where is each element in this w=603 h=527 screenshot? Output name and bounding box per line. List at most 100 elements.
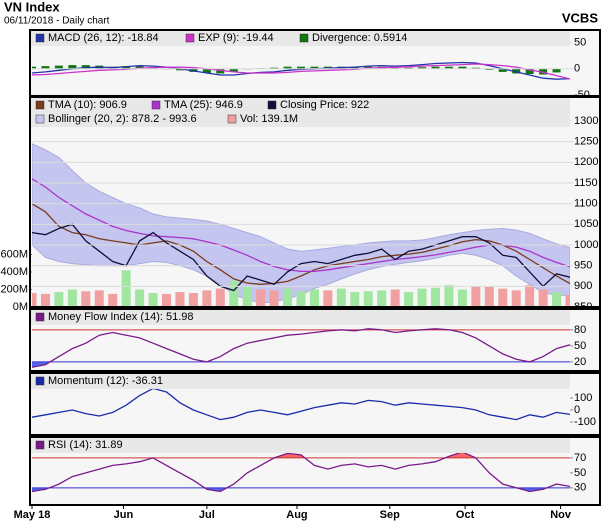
- volume-bar: [67, 289, 77, 307]
- legend-label: Momentum (12): -36.31: [48, 375, 163, 387]
- histogram-bar: [32, 66, 36, 69]
- series-line: [32, 223, 570, 292]
- volume-bar: [323, 290, 333, 307]
- y-tick-label: 50: [574, 340, 586, 352]
- histogram-bar: [122, 66, 131, 69]
- plot-area: [32, 61, 570, 80]
- legend-swatch: [267, 100, 277, 110]
- histogram-bar: [310, 66, 319, 69]
- histogram-bar: [391, 67, 400, 69]
- histogram-bar: [485, 68, 494, 70]
- x-tick-label: Aug: [286, 509, 307, 521]
- volume-bar: [256, 289, 266, 307]
- y-tick-label: 30: [574, 482, 586, 494]
- legend-swatch: [227, 114, 237, 124]
- volume-bar: [188, 293, 198, 307]
- volume-bar: [444, 285, 454, 307]
- legend-label: Vol: 139.1M: [240, 113, 298, 125]
- volume-bar: [525, 285, 535, 307]
- volume-bar: [417, 288, 427, 307]
- y-tick-label: 100: [574, 392, 592, 404]
- legend-label: RSI (14): 31.89: [48, 439, 123, 451]
- histogram-bar: [404, 67, 413, 69]
- legend-label: Closing Price: 922: [280, 99, 369, 111]
- plot-area: [32, 451, 570, 493]
- x-tick-label: Oct: [456, 509, 475, 521]
- legend-swatch: [299, 33, 309, 43]
- legend-swatch: [151, 100, 161, 110]
- volume-bar: [283, 288, 293, 307]
- volume-bar: [148, 293, 158, 307]
- volume-bar: [296, 291, 306, 307]
- volume-bar: [108, 293, 118, 307]
- y-tick-label: 1300: [574, 115, 598, 127]
- y2-tick-label: 600M: [0, 248, 28, 260]
- volume-bar: [350, 292, 360, 307]
- y-tick-label: 1100: [574, 198, 598, 210]
- volume-bar: [390, 289, 400, 307]
- histogram-bar: [498, 68, 507, 72]
- histogram-bar: [41, 66, 50, 69]
- histogram-bar: [283, 66, 292, 69]
- legend-background: [30, 309, 570, 325]
- legend-label: MACD (26, 12): -18.84: [48, 32, 159, 44]
- volume-bar: [81, 291, 91, 307]
- volume-bar: [269, 290, 279, 307]
- legend-label: Money Flow Index (14): 51.98: [48, 311, 194, 323]
- volume-bar: [538, 289, 548, 307]
- series-line: [32, 387, 570, 421]
- volume-bar: [229, 280, 239, 307]
- chart-title: VN Index: [4, 0, 60, 14]
- legend-swatch: [185, 33, 195, 43]
- legend-swatch: [35, 312, 45, 322]
- series-line: [32, 328, 570, 368]
- histogram-bar: [81, 65, 90, 69]
- chart-subtitle: 06/11/2018 - Daily chart: [4, 16, 110, 27]
- y-tick-label: 1050: [574, 218, 598, 230]
- panel-border: [29, 308, 601, 372]
- series-line: [32, 178, 570, 273]
- volume-bar: [552, 292, 562, 307]
- histogram-bar: [229, 68, 238, 72]
- histogram-bar: [418, 67, 427, 69]
- volume-bar: [498, 288, 508, 307]
- histogram-bar: [216, 68, 225, 74]
- volume-bar: [215, 288, 225, 307]
- volume-bar: [404, 292, 414, 307]
- legend-background: [30, 373, 570, 389]
- y-tick-label: 80: [574, 324, 586, 336]
- plot-area: [32, 328, 570, 368]
- panel-border: [29, 96, 601, 308]
- panel-border: [29, 436, 601, 506]
- legend-label: TMA (25): 946.9: [164, 99, 243, 111]
- volume-bar: [471, 286, 481, 307]
- volume-bar: [457, 289, 467, 307]
- histogram-bar: [539, 68, 548, 75]
- y2-tick-label: 0M: [13, 301, 28, 313]
- histogram-bar: [431, 66, 440, 69]
- y-tick-label: 1200: [574, 156, 598, 168]
- legend-label: Bollinger (20, 2): 878.2 - 993.6: [48, 113, 197, 125]
- volume-bar: [431, 287, 440, 307]
- legend-swatch: [35, 100, 45, 110]
- y-tick-label: 0: [574, 404, 580, 416]
- volume-bar: [377, 290, 387, 307]
- histogram-bar: [512, 68, 521, 74]
- volume-bar: [484, 286, 494, 307]
- legend-label: EXP (9): -19.44: [198, 32, 274, 44]
- plot-area: [32, 143, 570, 307]
- histogram-bar: [525, 68, 534, 74]
- histogram-bar: [270, 67, 279, 69]
- histogram-bar: [444, 66, 453, 69]
- volume-bar: [336, 288, 346, 307]
- volume-bar: [54, 292, 64, 307]
- volume-bar: [162, 293, 171, 307]
- y-tick-label: 70: [574, 452, 586, 464]
- panel-border: [29, 372, 601, 436]
- histogram-bar: [552, 68, 561, 73]
- y-tick-label: 50: [574, 36, 586, 48]
- legend-label: TMA (10): 906.9: [48, 99, 127, 111]
- volume-bar: [511, 290, 521, 307]
- volume-bar: [121, 270, 131, 307]
- volume-bar: [175, 292, 185, 307]
